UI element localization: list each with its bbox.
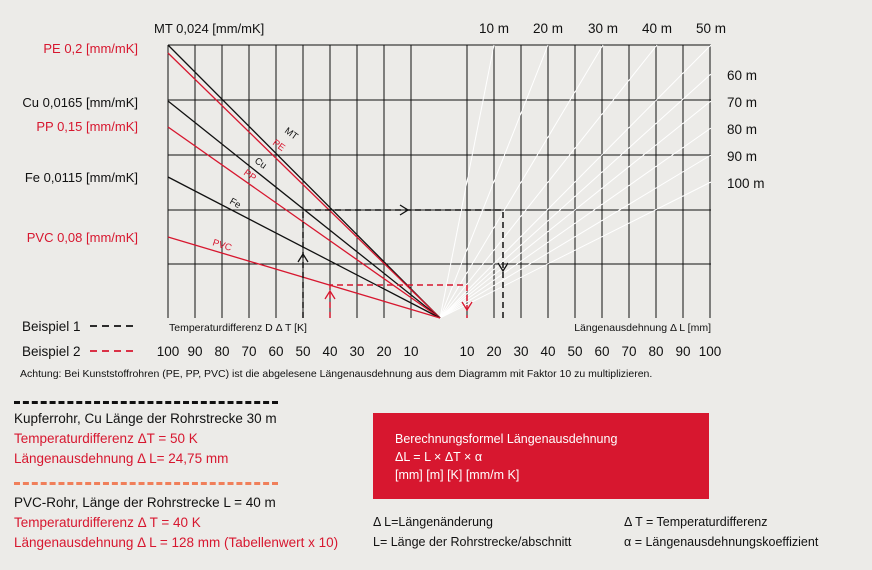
length-line — [439, 154, 712, 319]
left-tick-label: 40 — [322, 344, 337, 359]
line-label-cu: Cu — [252, 156, 268, 172]
label-cu: Cu 0,0165 [mm/mK] — [22, 95, 138, 110]
length-label: 50 m — [696, 21, 726, 36]
example-2-path — [329, 284, 468, 318]
example-2-divider — [14, 482, 278, 485]
length-line — [439, 127, 712, 319]
left-tick-label: 50 — [295, 344, 310, 359]
right-tick-label: 80 — [648, 344, 663, 359]
material-lines — [167, 44, 441, 319]
material-line-pp — [167, 126, 441, 319]
example-1: Kupferrohr, Cu Länge der Rohrstrecke 30 … — [14, 409, 277, 469]
formula-equation: ΔL = L × ΔT × α — [395, 450, 483, 464]
legend-example-2: Beispiel 2 — [22, 344, 81, 359]
right-tick-label: 40 — [540, 344, 555, 359]
material-line-mt — [167, 44, 441, 319]
label-pvc: PVC 0,08 [mm/mK] — [27, 230, 138, 245]
length-line — [439, 44, 604, 319]
left-tick-label: 70 — [241, 344, 256, 359]
legend-example-1: Beispiel 1 — [22, 319, 81, 334]
plastics-note: Achtung: Bei Kunststoffrohren (PE, PP, P… — [20, 368, 653, 380]
length-label: 60 m — [727, 68, 757, 83]
definition-delta-l: Δ L=Längenänderung — [373, 515, 493, 529]
length-label: 20 m — [533, 21, 563, 36]
formula-title: Berechnungsformel Längenausdehnung — [395, 432, 618, 446]
length-line — [439, 44, 495, 319]
material-line-cu — [167, 100, 441, 319]
example-1-arrow — [497, 262, 509, 273]
material-line-fe — [167, 176, 441, 319]
line-label-pe: PE — [270, 138, 287, 154]
length-line — [439, 44, 658, 319]
definitions-right: Δ T = Temperaturdifferenz α = Längenausd… — [624, 512, 818, 552]
example-1-path — [302, 209, 504, 318]
right-axis-title: Längenausdehnung Δ L [mm] — [574, 322, 711, 334]
definition-delta-t: Δ T = Temperaturdifferenz — [624, 515, 768, 529]
formula-box: Berechnungsformel Längenausdehnung ΔL = … — [373, 413, 709, 499]
example-paths — [297, 204, 509, 318]
length-line — [439, 44, 549, 319]
label-mt: MT 0,024 [mm/mK] — [154, 21, 264, 36]
right-tick-label: 60 — [594, 344, 609, 359]
formula-units: [mm] [m] [K] [mm/m K] — [395, 468, 520, 482]
definitions-left: Δ L=Längenänderung L= Länge der Rohrstre… — [373, 512, 571, 552]
length-line — [439, 100, 712, 319]
definition-alpha: α = Längenausdehnungskoeffizient — [624, 535, 819, 549]
left-tick-label: 20 — [376, 344, 391, 359]
material-line-pvc — [167, 236, 441, 319]
length-label: 30 m — [588, 21, 618, 36]
left-axis-title: Temperaturdifferenz D Δ T [K] — [169, 322, 307, 334]
length-label: 80 m — [727, 122, 757, 137]
length-line — [439, 44, 712, 319]
label-fe: Fe 0,0115 [mm/mK] — [25, 170, 138, 185]
right-tick-label: 70 — [621, 344, 636, 359]
expansion-nomogram: MT 0,024 [mm/mK] PE 0,2 [mm/mK] Cu 0,016… — [22, 21, 765, 359]
example-1-divider — [14, 401, 278, 404]
example-2-title: PVC-Rohr, Länge der Rohrstrecke L = 40 m — [14, 495, 276, 510]
right-tick-label: 100 — [699, 344, 722, 359]
right-tick-label: 30 — [513, 344, 528, 359]
length-label: 70 m — [727, 95, 757, 110]
example-1-arrow — [297, 252, 309, 263]
material-line-pe — [167, 52, 441, 319]
example-2: PVC-Rohr, Länge der Rohrstrecke L = 40 m… — [14, 493, 338, 553]
right-tick-label: 50 — [567, 344, 582, 359]
length-label: 90 m — [727, 149, 757, 164]
example-2-expansion: Längenausdehnung Δ L = 128 mm (Tabellenw… — [14, 535, 339, 550]
length-label: 40 m — [642, 21, 672, 36]
example-2-arrow — [324, 289, 336, 300]
left-tick-label: 90 — [187, 344, 202, 359]
example-1-title: Kupferrohr, Cu Länge der Rohrstrecke 30 … — [14, 411, 277, 426]
example-2-temperature: Temperaturdifferenz Δ T = 40 K — [14, 515, 201, 530]
left-tick-label: 100 — [157, 344, 180, 359]
example-2-arrow — [461, 301, 473, 312]
left-tick-label: 80 — [214, 344, 229, 359]
length-label: 10 m — [479, 21, 509, 36]
left-tick-label: 30 — [349, 344, 364, 359]
right-tick-label: 10 — [459, 344, 474, 359]
example-1-arrow — [399, 204, 410, 216]
definition-length: L= Länge der Rohrstrecke/abschnitt — [373, 535, 572, 549]
right-tick-label: 20 — [486, 344, 501, 359]
length-fan-lines — [439, 44, 712, 319]
example-1-temperature: Temperaturdifferenz ΔT = 50 K — [14, 431, 198, 446]
line-label-fe: Fe — [228, 196, 243, 211]
label-pp: PP 0,15 [mm/mK] — [36, 119, 138, 134]
left-tick-label: 10 — [403, 344, 418, 359]
left-tick-label: 60 — [268, 344, 283, 359]
length-label: 100 m — [727, 176, 765, 191]
length-line — [439, 73, 712, 319]
line-label-mt: MT — [282, 126, 300, 143]
right-tick-label: 90 — [675, 344, 690, 359]
example-1-expansion: Längenausdehnung Δ L= 24,75 mm — [14, 451, 229, 466]
length-line — [439, 181, 712, 319]
label-pe: PE 0,2 [mm/mK] — [43, 41, 138, 56]
